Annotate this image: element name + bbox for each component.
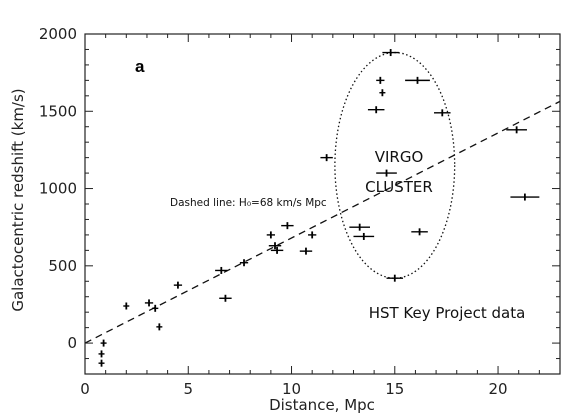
data-point — [123, 302, 130, 310]
data-point — [100, 339, 107, 347]
x-tick-label: 15 — [385, 380, 404, 398]
y-tick-label: 2000 — [39, 25, 77, 43]
fit-line — [85, 100, 560, 344]
y-tick-label: 1500 — [39, 102, 77, 120]
y-tick-label: 0 — [67, 334, 77, 352]
axes-ticks: 0 5 10 15 20 0 500 1000 1500 2000 — [39, 25, 560, 398]
data-point — [173, 281, 183, 289]
data-point — [376, 76, 385, 84]
panel-label: a — [135, 57, 145, 76]
data-point — [268, 242, 282, 250]
data-point — [376, 169, 397, 177]
data-point — [299, 247, 313, 255]
data-points — [98, 49, 540, 367]
data-point — [320, 154, 333, 162]
data-point — [349, 223, 370, 231]
x-tick-label: 10 — [282, 380, 301, 398]
data-point — [156, 323, 163, 331]
x-axis-title: Distance, Mpc — [269, 396, 375, 414]
data-point — [367, 106, 385, 114]
data-point — [270, 246, 284, 254]
data-point — [98, 350, 105, 358]
y-tick-label: 1000 — [39, 180, 77, 198]
data-point — [98, 359, 105, 367]
data-point — [386, 274, 404, 282]
data-point — [266, 231, 275, 239]
y-tick-label: 500 — [48, 257, 77, 275]
region-label-line-2: CLUSTER — [365, 178, 433, 196]
region-label-line-1: VIRGO — [375, 148, 424, 166]
data-point — [411, 228, 428, 236]
fit-line-layer — [85, 100, 560, 344]
data-point — [506, 126, 527, 134]
data-point — [353, 232, 375, 240]
x-tick-label: 0 — [80, 380, 90, 398]
y-axis-title: Galactocentric redshift (km/s) — [9, 88, 27, 311]
data-point — [219, 294, 232, 302]
fit-line-label: Dashed line: H₀=68 km/s Mpc — [170, 197, 327, 209]
data-point — [434, 109, 451, 117]
plot-frame — [84, 33, 561, 375]
data-point — [152, 304, 159, 312]
data-point — [379, 89, 386, 97]
data-point — [281, 222, 294, 230]
x-tick-label: 20 — [488, 380, 507, 398]
x-tick-label: 5 — [183, 380, 193, 398]
data-point — [215, 266, 228, 274]
data-point — [144, 299, 154, 307]
data-point — [382, 49, 399, 57]
data-point — [308, 231, 317, 239]
data-point — [510, 193, 540, 201]
data-point — [405, 76, 430, 84]
data-annotation: HST Key Project data — [369, 304, 526, 322]
data-point — [239, 259, 249, 267]
